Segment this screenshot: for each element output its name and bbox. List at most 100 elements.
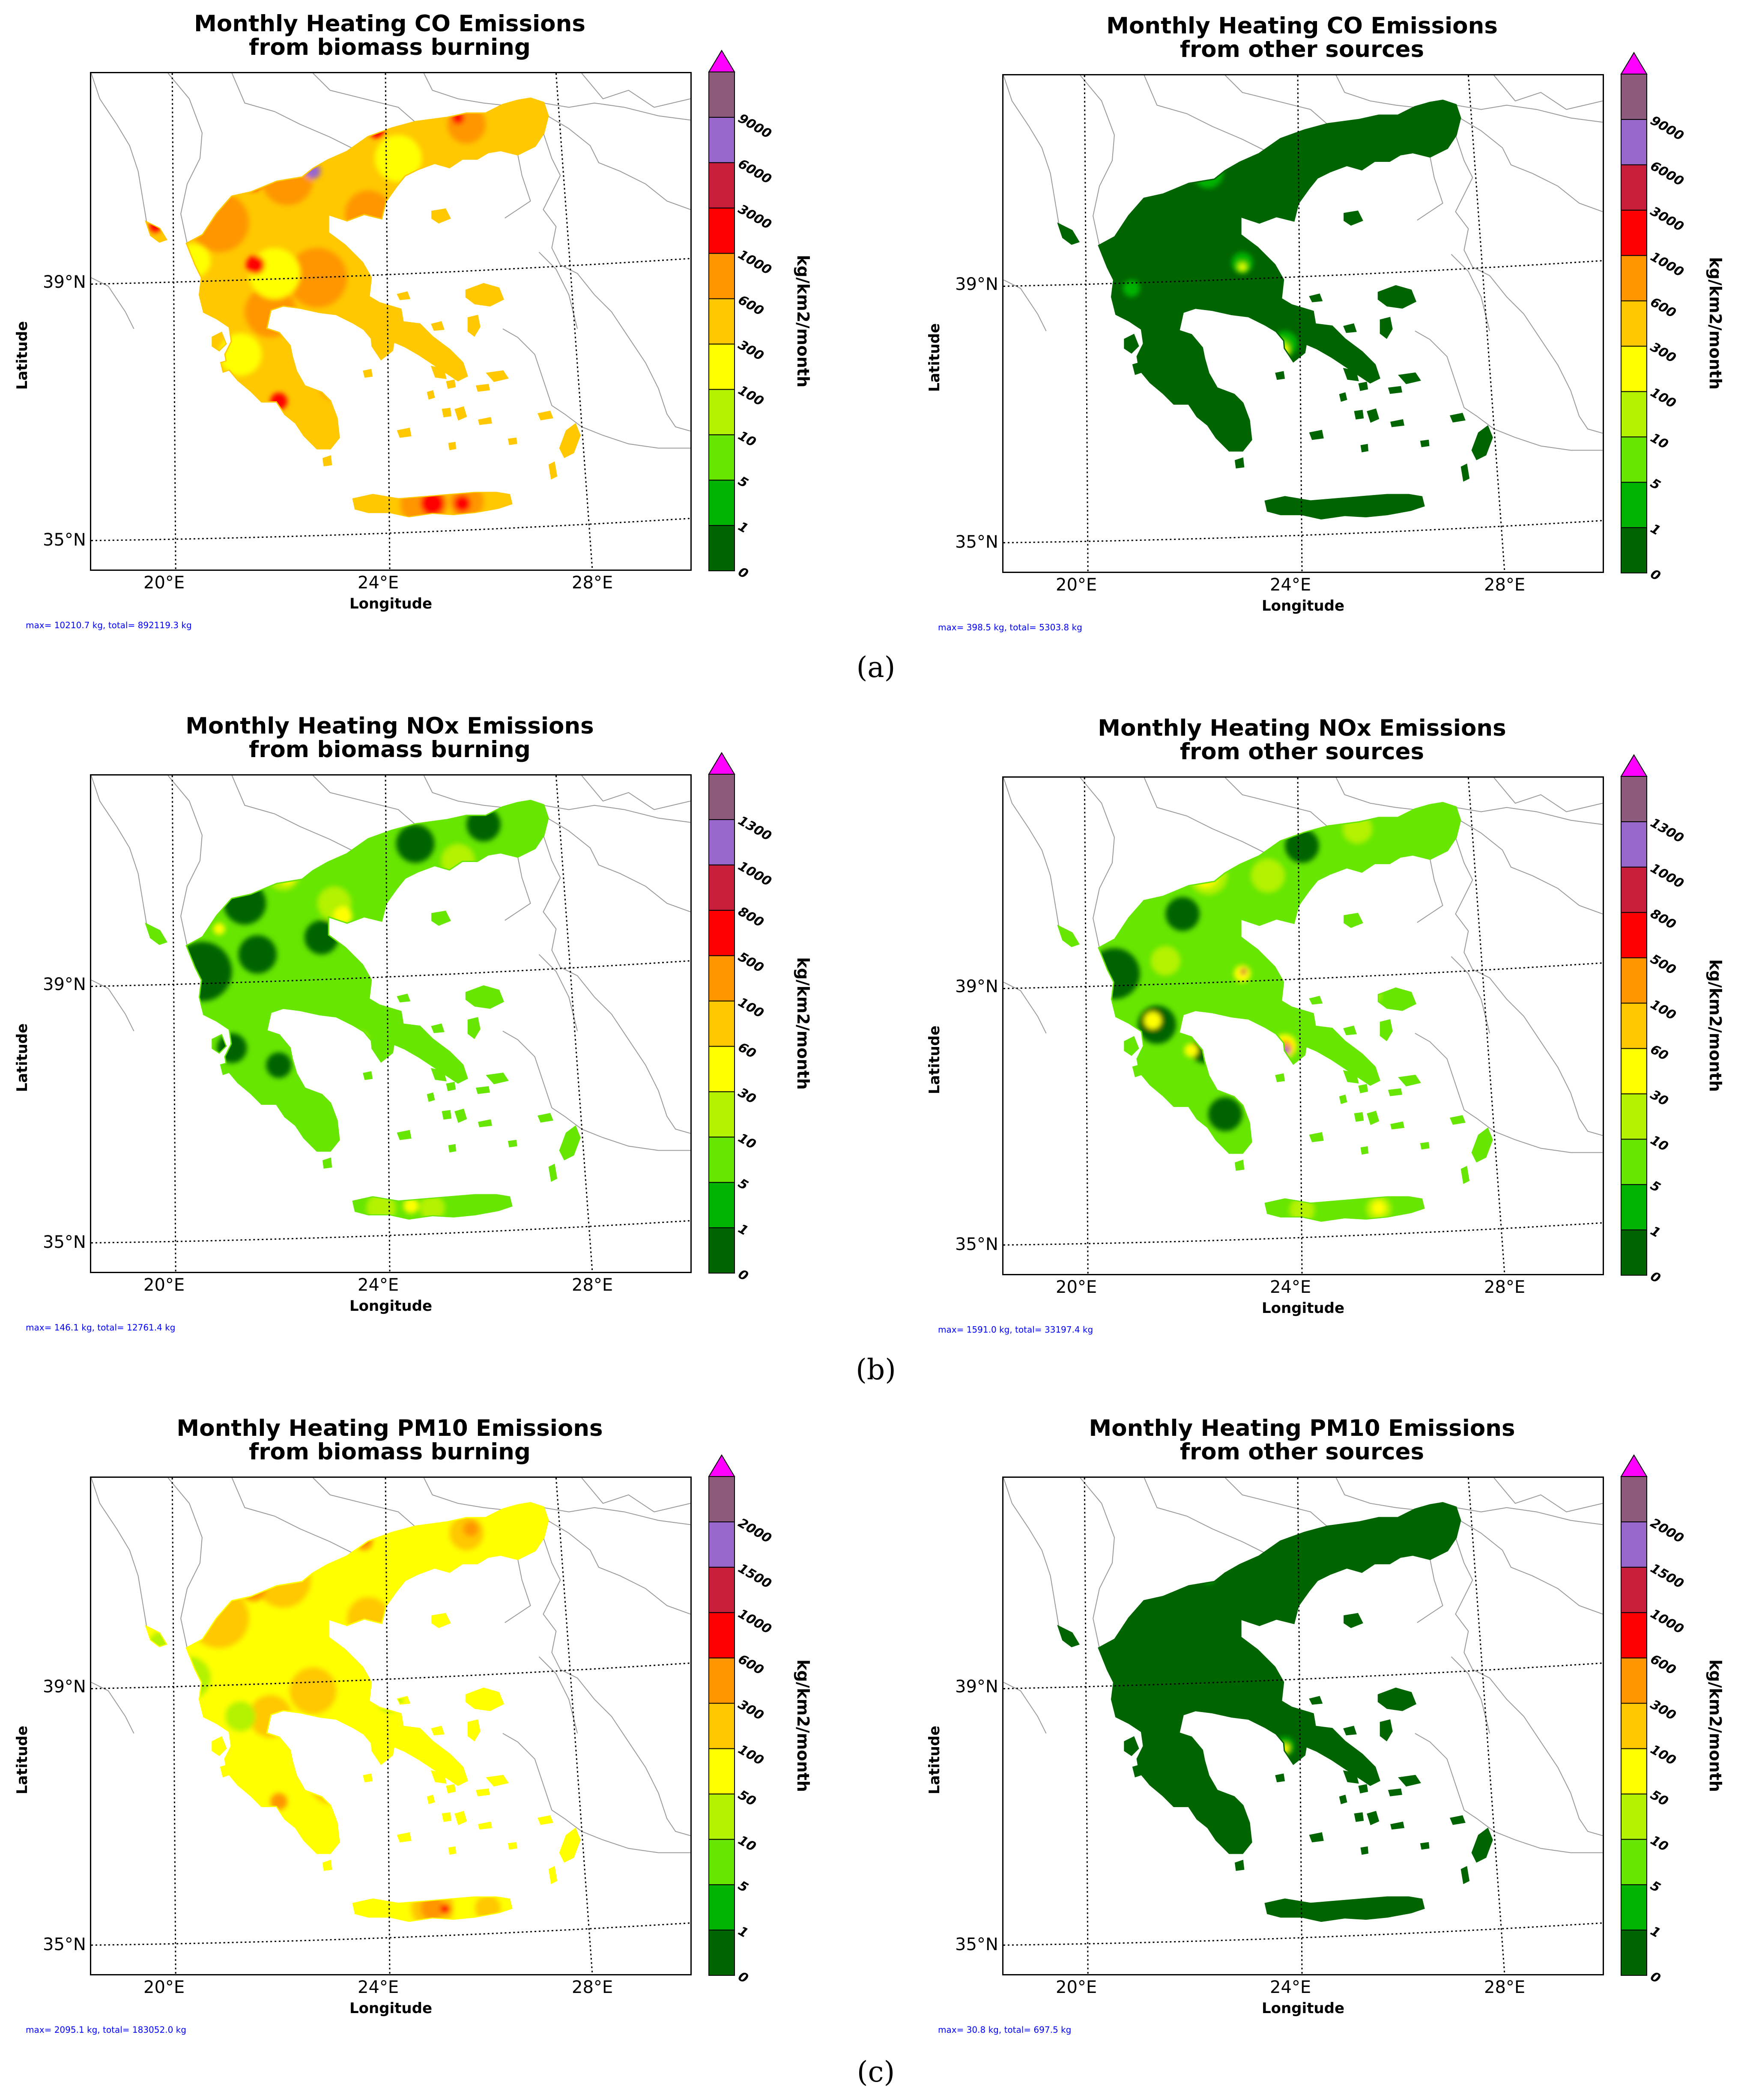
colorbar-tick-label: 1500 xyxy=(1648,1560,1687,1592)
emission-map-panel: Monthly Heating NOx Emissions from biomas… xyxy=(0,702,814,1353)
island-region xyxy=(1234,457,1245,469)
emission-hotspot xyxy=(463,1521,479,1537)
colorbar-bin xyxy=(708,1091,735,1138)
island-region xyxy=(1471,1127,1493,1163)
country-border xyxy=(505,856,531,921)
colorbar-tick-label: 1500 xyxy=(735,1560,774,1592)
emission-hotspot xyxy=(1240,968,1247,975)
island-region xyxy=(1377,1687,1417,1711)
meridian-28E xyxy=(555,776,593,1272)
colorbar-tick-label: 3000 xyxy=(1648,203,1687,235)
colorbar-unit-text: kg/km2/month xyxy=(794,255,812,388)
island-region xyxy=(467,1719,481,1742)
emission-hotspot xyxy=(475,1895,501,1921)
island-region xyxy=(486,1072,509,1085)
country-border xyxy=(1335,778,1415,810)
island-region xyxy=(1343,1726,1357,1736)
island-region xyxy=(430,366,447,379)
colorbar-tick-label: 9000 xyxy=(1648,113,1687,144)
longitude-tick-label: 28°E xyxy=(1484,1277,1526,1297)
island-region xyxy=(1309,1696,1323,1705)
emission-hotspot xyxy=(1204,1572,1210,1578)
island-region xyxy=(1132,1064,1144,1077)
colorbar-bin xyxy=(1621,866,1647,913)
emission-map-panel: Monthly Heating CO Emissions from biomass… xyxy=(0,0,814,651)
country-border xyxy=(231,73,356,150)
colorbar-bin xyxy=(1621,1657,1647,1704)
colorbar-bin xyxy=(708,1521,735,1568)
parallel-39N xyxy=(1003,260,1603,287)
colorbar-tick-labels: 0 1 5 10 30 60 100 500 800 1000 1300 xyxy=(735,774,791,1284)
island-region xyxy=(1124,1036,1139,1056)
island-region xyxy=(1132,1764,1144,1778)
latitude-tick-label: 35°N xyxy=(955,1935,998,1954)
colorbar-bin xyxy=(1621,1229,1647,1276)
island-region xyxy=(478,1821,492,1830)
y-axis-label: Latitude xyxy=(9,1704,35,1816)
country-border xyxy=(231,1478,356,1555)
colorbar-tick-label: 1 xyxy=(1648,1223,1663,1241)
island-region xyxy=(1234,1860,1245,1871)
greece-emission-map-icon xyxy=(1002,776,1604,1275)
parallel-35N xyxy=(91,1220,690,1244)
country-border xyxy=(167,1478,203,1649)
emission-hotspot xyxy=(345,190,392,238)
island-region xyxy=(548,461,558,480)
colorbar-bin xyxy=(708,207,735,254)
emission-hotspot xyxy=(189,192,249,252)
colorbar-bin xyxy=(1621,821,1647,868)
colorbar-tick-label: 1 xyxy=(1648,1923,1663,1941)
longitude-tick-label: 24°E xyxy=(1270,1978,1311,1997)
country-border xyxy=(1144,778,1268,855)
longitude-tick-label: 20°E xyxy=(143,1978,185,1997)
emission-hotspot xyxy=(1251,859,1285,893)
meridian-20E xyxy=(1084,1478,1089,1974)
colorbar-bin xyxy=(1621,1566,1647,1613)
longitude-tick-label: 20°E xyxy=(143,1275,185,1295)
colorbar-bin xyxy=(1621,119,1647,165)
emission-hotspot xyxy=(270,393,288,410)
colorbar-tick-label: 300 xyxy=(1648,1697,1678,1723)
country-border xyxy=(423,73,503,106)
panel-title-line1: Monthly Heating NOx Emissions xyxy=(1098,715,1506,741)
island-region xyxy=(1450,413,1466,423)
island-region xyxy=(220,1764,231,1778)
island-region xyxy=(427,390,435,400)
island-region xyxy=(431,321,445,331)
colorbar-bin xyxy=(708,1476,735,1522)
emission-hotspot xyxy=(419,1195,445,1219)
emission-hotspot xyxy=(1196,161,1212,177)
country-border xyxy=(581,776,690,810)
emission-hotspot xyxy=(375,135,422,182)
island-region xyxy=(454,406,467,421)
parallel-35N xyxy=(1003,1222,1603,1246)
colorbar-tick-label: 0 xyxy=(1648,566,1663,584)
island-region xyxy=(1390,1821,1404,1830)
y-axis-label-text: Latitude xyxy=(14,1725,31,1795)
country-border xyxy=(502,328,690,449)
colorbar-bin xyxy=(1621,1884,1647,1931)
colorbar-tick-label: 100 xyxy=(735,383,766,409)
island-region xyxy=(508,1842,517,1850)
island-region xyxy=(440,144,455,158)
land-region xyxy=(384,1023,468,1084)
parallel-35N xyxy=(1003,1922,1603,1946)
land-region xyxy=(384,1725,468,1786)
colorbar-tick-label: 1300 xyxy=(1648,815,1687,846)
island-region xyxy=(538,1113,553,1123)
colorbar-extend-arrow xyxy=(1620,1454,1648,1477)
colorbar-bin xyxy=(1621,300,1647,347)
y-axis-label-text: Latitude xyxy=(926,323,943,392)
emission-hotspot xyxy=(420,1896,445,1920)
island-region xyxy=(1420,1842,1430,1850)
colorbar-tick-label: 600 xyxy=(735,1651,766,1678)
emission-hotspot xyxy=(440,1903,451,1914)
island-region xyxy=(145,922,167,945)
greece-emission-map-icon xyxy=(90,774,692,1273)
island-region xyxy=(1309,1132,1324,1142)
island-region xyxy=(1360,444,1369,453)
island-region xyxy=(454,1108,467,1123)
emission-hotspot xyxy=(172,941,232,1002)
country-border xyxy=(547,115,690,210)
colorbar-tick-label: 10 xyxy=(1648,430,1671,453)
